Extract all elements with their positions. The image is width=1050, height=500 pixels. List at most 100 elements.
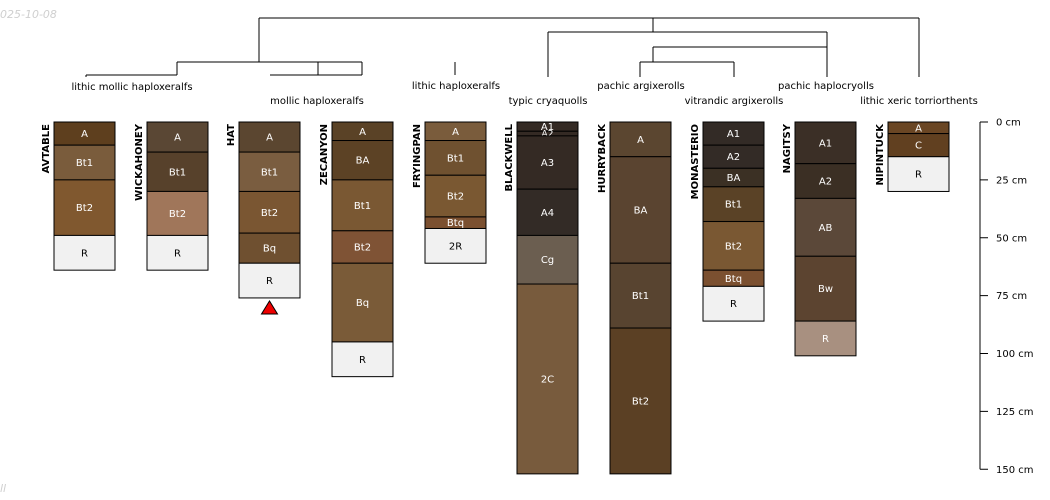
profile-name-monasterio: MONASTERIO xyxy=(690,124,701,199)
horizon-label-nipintuck-r: R xyxy=(915,170,922,181)
horizon-label-hat-bt2: Bt2 xyxy=(261,208,278,219)
horizon-label-nagitsy-r: R xyxy=(822,334,829,345)
bottom-watermark: ll xyxy=(0,482,7,495)
profile-name-wickahoney: WICKAHONEY xyxy=(134,123,145,201)
horizon-label-avtable-bt2: Bt2 xyxy=(76,203,93,214)
group-label-vitrandic-argixerolls: vitrandic argixerolls xyxy=(685,96,784,107)
depth-axis-label: 100 cm xyxy=(996,349,1034,360)
horizon-label-nipintuck-c: C xyxy=(915,141,922,152)
horizon-label-fryingpan-2r: 2R xyxy=(449,241,462,252)
profile-name-fryingpan: FRYINGPAN xyxy=(412,124,423,188)
horizon-label-nagitsy-ab: AB xyxy=(819,223,833,234)
profile-name-hat: HAT xyxy=(226,124,237,146)
horizon-zecanyon-bt2 xyxy=(331,230,394,264)
horizon-wickahoney-r xyxy=(146,234,209,271)
group-label-lithic-xeric-torriorthents: lithic xeric torriorthents xyxy=(860,96,978,107)
horizon-label-nagitsy-a1: A1 xyxy=(819,138,832,149)
horizon-label-blackwell-a2: A2 xyxy=(542,130,554,140)
horizon-label-nagitsy-a2: A2 xyxy=(819,177,832,188)
depth-axis-label: 75 cm xyxy=(996,291,1027,302)
horizon-nagitsy-r xyxy=(794,320,857,357)
horizon-wickahoney-bt2 xyxy=(146,190,209,236)
horizon-label-hat-bt1: Bt1 xyxy=(261,167,278,178)
depth-axis-label: 25 cm xyxy=(996,175,1027,186)
horizon-label-hurryback-bt2: Bt2 xyxy=(632,396,649,407)
horizon-monasterio-r xyxy=(702,285,765,322)
horizon-label-monasterio-a2: A2 xyxy=(727,152,740,163)
horizon-label-blackwell-cg: Cg xyxy=(541,255,554,266)
horizon-zecanyon-ba xyxy=(331,140,394,181)
horizon-label-zecanyon-ba: BA xyxy=(356,156,370,167)
horizon-blackwell-cg xyxy=(516,234,579,285)
horizon-label-fryingpan-bt1: Bt1 xyxy=(447,153,464,164)
horizon-hurryback-bt1 xyxy=(609,262,672,329)
horizon-label-wickahoney-bt2: Bt2 xyxy=(169,209,186,220)
horizon-fryingpan-2r xyxy=(424,227,487,264)
horizon-label-hat-r: R xyxy=(266,276,273,287)
horizon-nipintuck-r xyxy=(887,156,950,192)
horizon-blackwell-a4 xyxy=(516,188,579,236)
horizon-monasterio-bt2 xyxy=(702,221,765,271)
depth-axis-label: 150 cm xyxy=(996,465,1034,476)
depth-axis-label: 0 cm xyxy=(996,118,1021,129)
date-watermark: 025-10-08 xyxy=(0,8,57,21)
depth-axis-label: 125 cm xyxy=(996,407,1034,418)
horizon-label-hat-a: A xyxy=(266,133,273,144)
horizon-label-blackwell-a1: A1 xyxy=(541,122,554,133)
horizon-label-blackwell-a4: A4 xyxy=(541,208,554,219)
horizon-hurryback-bt2 xyxy=(609,327,672,475)
horizon-label-avtable-a: A xyxy=(81,129,88,140)
horizon-avtable-bt2 xyxy=(53,179,116,236)
horizon-blackwell-2c xyxy=(516,283,579,475)
group-label-pachic-haplocryolls: pachic haplocryolls xyxy=(778,81,874,92)
horizon-label-monasterio-bt1: Bt1 xyxy=(725,200,742,211)
horizon-nagitsy-a2 xyxy=(794,163,857,199)
horizon-label-avtable-r: R xyxy=(81,248,88,259)
profile-name-hurryback: HURRYBACK xyxy=(597,123,608,193)
depth-axis-label: 50 cm xyxy=(996,233,1027,244)
horizon-label-wickahoney-r: R xyxy=(174,248,181,259)
horizon-hat-r xyxy=(238,262,301,299)
horizon-nagitsy-a1 xyxy=(794,121,857,165)
group-label-pachic-argixerolls: pachic argixerolls xyxy=(597,81,685,92)
horizon-label-zecanyon-bq: Bq xyxy=(356,298,369,309)
horizon-label-hurryback-ba: BA xyxy=(634,205,648,216)
horizon-wickahoney-bt1 xyxy=(146,151,209,192)
horizon-label-monasterio-r: R xyxy=(730,299,737,310)
horizon-hat-bt2 xyxy=(238,190,301,234)
horizon-label-monasterio-btq: Btq xyxy=(725,274,742,285)
group-label-mollic-haploxeralfs: mollic haploxeralfs xyxy=(270,96,364,107)
horizon-label-nipintuck-a: A xyxy=(915,123,922,134)
profile-name-nagitsy: NAGITSY xyxy=(782,123,793,173)
horizon-label-avtable-bt1: Bt1 xyxy=(76,158,93,169)
group-label-typic-cryaquolls: typic cryaquolls xyxy=(509,96,588,107)
horizon-label-monasterio-a1: A1 xyxy=(727,129,740,140)
horizon-hat-a xyxy=(238,121,301,153)
horizon-avtable-r xyxy=(53,234,116,271)
horizon-label-hurryback-a: A xyxy=(637,135,644,146)
horizon-hat-bq xyxy=(238,232,301,264)
horizon-fryingpan-bt1 xyxy=(424,140,487,176)
horizon-hurryback-ba xyxy=(609,156,672,264)
horizon-label-fryingpan-a: A xyxy=(452,127,459,138)
horizon-label-blackwell-a3: A3 xyxy=(541,158,554,169)
horizon-label-monasterio-ba: BA xyxy=(727,173,741,184)
horizon-label-zecanyon-a: A xyxy=(359,127,366,138)
horizon-nagitsy-bw xyxy=(794,255,857,322)
horizon-label-zecanyon-bt1: Bt1 xyxy=(354,201,371,212)
group-label-lithic-mollic-haploxeralfs: lithic mollic haploxeralfs xyxy=(71,82,192,93)
horizon-label-monasterio-bt2: Bt2 xyxy=(725,241,742,252)
horizon-zecanyon-r xyxy=(331,341,394,378)
horizon-fryingpan-bt2 xyxy=(424,174,487,218)
profile-name-blackwell: BLACKWELL xyxy=(504,123,515,191)
horizon-label-fryingpan-bt2: Bt2 xyxy=(447,192,464,203)
horizon-label-wickahoney-a: A xyxy=(174,133,181,144)
horizon-wickahoney-a xyxy=(146,121,209,153)
horizon-label-hurryback-bt1: Bt1 xyxy=(632,291,649,302)
profile-name-zecanyon: ZECANYON xyxy=(319,124,330,185)
horizon-label-fryingpan-btq: Btq xyxy=(447,218,464,229)
horizon-blackwell-a3 xyxy=(516,135,579,190)
warning-triangle-icon xyxy=(260,299,279,315)
horizon-zecanyon-bq xyxy=(331,262,394,343)
